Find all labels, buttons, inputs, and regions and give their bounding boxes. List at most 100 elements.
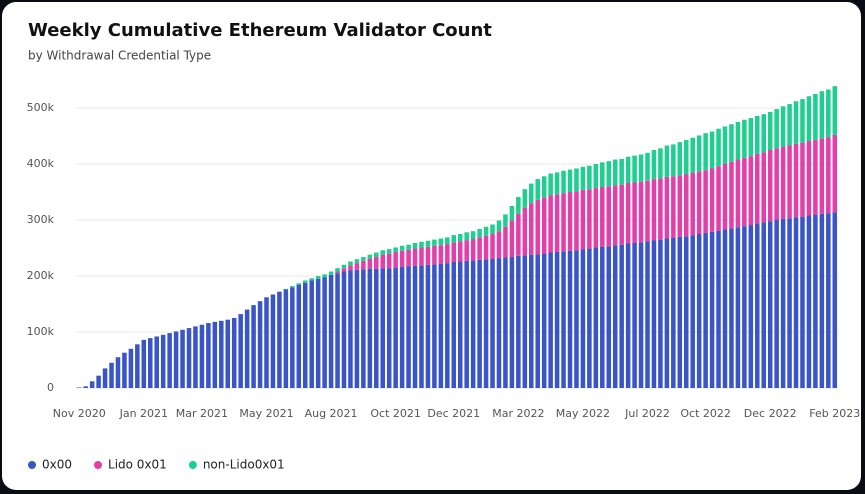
legend-marker <box>94 461 103 469</box>
bar-segment <box>128 348 134 388</box>
bar-segment <box>664 238 670 388</box>
bar-segment <box>709 231 715 388</box>
y-tick-label: 100k <box>27 325 55 338</box>
bar-segment <box>651 240 657 388</box>
bar-segment <box>567 169 573 192</box>
bar-segment <box>716 166 721 231</box>
bar-segment <box>561 170 566 194</box>
bar-segment <box>587 165 592 190</box>
bar-segment <box>374 268 379 388</box>
bar-segment <box>742 119 747 158</box>
bar-segment <box>464 240 469 261</box>
bar-segment <box>806 96 812 142</box>
bar-segment <box>703 170 708 233</box>
bar-segment <box>341 264 347 269</box>
bar-segment <box>425 246 431 265</box>
bar-segment <box>445 244 450 264</box>
bar-segment <box>148 338 153 388</box>
bar-segment <box>483 259 489 388</box>
bar-segment <box>735 159 741 228</box>
bar-segment <box>826 89 831 138</box>
bar-segment <box>386 253 392 269</box>
bar-segment <box>593 188 599 248</box>
bar-segment <box>780 146 786 219</box>
bar-segment <box>561 251 566 388</box>
bar-segment <box>826 213 831 388</box>
bar-segment <box>212 321 218 388</box>
bar-segment <box>703 133 708 171</box>
bar-segment <box>315 276 321 279</box>
bar-segment <box>580 189 586 250</box>
bar-segment <box>606 186 612 247</box>
bar-segment <box>612 159 618 186</box>
bar-segment <box>755 115 760 154</box>
bar-segment <box>393 251 398 268</box>
bar-segment <box>606 161 612 187</box>
bar-segment <box>529 203 534 255</box>
bar-segment <box>516 255 521 388</box>
bar-segment <box>541 253 547 388</box>
bar-segment <box>606 246 612 388</box>
bar-segment <box>600 246 605 388</box>
bar-segment <box>574 168 579 192</box>
bar-segment <box>199 324 205 388</box>
bar-segment <box>374 252 379 257</box>
bar-segment <box>755 223 760 388</box>
bar-segment <box>632 242 637 388</box>
bar-segment <box>477 237 482 260</box>
chart-title: Weekly Cumulative Ethereum Validator Cou… <box>28 20 492 41</box>
bar-segment <box>554 194 560 252</box>
bar-segment <box>380 254 385 269</box>
bar-segment <box>580 249 586 388</box>
bar-segment <box>535 254 540 388</box>
bar-segment <box>193 326 198 388</box>
bar-segment <box>722 164 728 230</box>
bar-segment <box>554 172 560 195</box>
bar-segment <box>315 278 321 388</box>
bar-segment <box>664 176 670 239</box>
x-tick-label: Mar 2021 <box>176 407 228 420</box>
bar-segment <box>664 145 670 177</box>
bar-segment <box>361 269 366 388</box>
bar-segment <box>632 155 637 183</box>
bar-segment <box>206 323 211 388</box>
bar-segment <box>457 234 463 242</box>
bar-segment <box>632 182 637 243</box>
bar-segment <box>683 174 689 237</box>
bar-segment <box>735 122 741 160</box>
bar-segment <box>135 344 140 388</box>
bar-segment <box>645 241 650 388</box>
bar-segment <box>490 234 495 259</box>
bar-segment <box>548 173 553 196</box>
bar-segment <box>690 235 695 388</box>
bar-segment <box>658 239 663 388</box>
bar-segment <box>406 266 411 388</box>
bar-segment <box>690 137 695 173</box>
bar-segment <box>83 386 88 388</box>
bar-segment <box>645 180 650 242</box>
bar-segment <box>186 328 192 388</box>
bar-segment <box>709 168 715 232</box>
bar-segment <box>561 193 566 252</box>
bar-segment <box>412 265 418 388</box>
bar-segment <box>445 237 450 245</box>
bar-segment <box>780 106 786 147</box>
bar-segment <box>102 368 108 388</box>
bar-segment <box>354 263 360 270</box>
bar-segment <box>496 231 502 259</box>
bar-segment <box>438 238 444 246</box>
bar-segment <box>638 181 644 243</box>
bar-segment <box>806 141 812 216</box>
x-tick-label: Mar 2022 <box>492 407 544 420</box>
bar-segment <box>419 265 424 388</box>
bar-segment <box>399 250 405 268</box>
bar-segment <box>541 176 547 198</box>
bar-segment <box>503 257 508 388</box>
bar-segment <box>283 288 289 290</box>
bar-segment <box>541 197 547 254</box>
bar-segment <box>264 297 269 388</box>
bar-segment <box>160 334 166 388</box>
bar-segment <box>787 145 792 219</box>
bar-segment <box>619 158 624 185</box>
